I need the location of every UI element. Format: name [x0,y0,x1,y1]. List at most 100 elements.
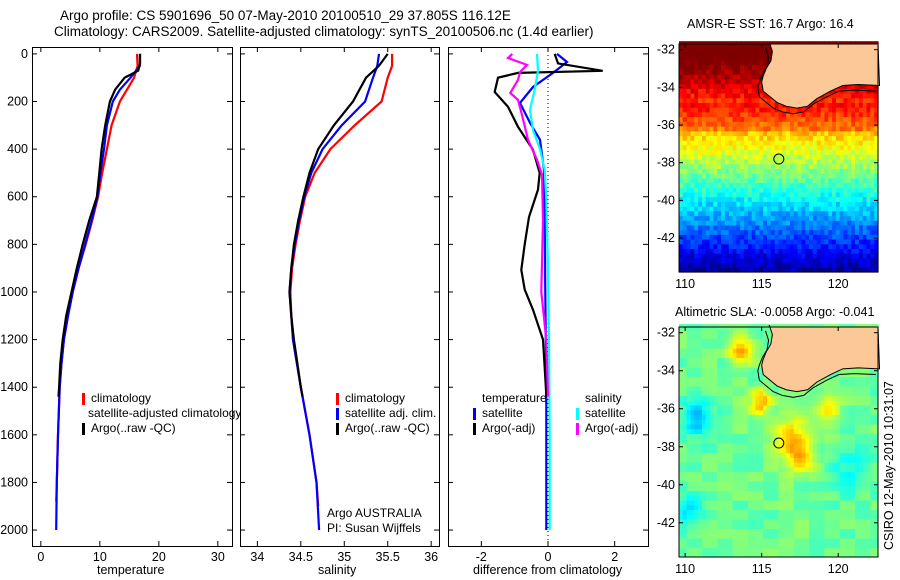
map-cell [790,547,795,553]
map-cell [682,215,688,221]
map-cell [855,542,860,549]
map-cell [705,88,711,94]
map-cell [690,490,695,496]
map-cell [874,130,879,136]
map-cell [755,239,760,245]
map-cell [747,376,753,382]
map-cell [713,542,718,549]
map-cell [816,163,822,169]
map-cell [786,210,791,217]
map-cell [782,419,787,425]
map-cell [786,447,791,454]
map-cell [717,50,722,56]
map-cell [763,187,768,193]
map-cell [728,215,734,221]
map-cell [702,239,707,245]
map-cell [851,476,856,482]
map-cell [774,149,780,155]
map-cell [751,201,757,207]
map-cell [740,414,745,420]
map-cell [797,447,802,454]
map-cell [686,154,692,160]
map-cell [755,352,760,359]
map-cell [682,423,688,430]
map-cell [755,74,760,80]
map-cell [847,144,852,151]
map-cell [724,107,730,113]
map-cell [736,107,741,113]
map-cell [812,177,818,184]
map-cell [755,50,760,56]
map-cell [786,220,791,226]
map-cell [694,362,699,368]
map-cell [705,433,711,439]
map-cell [770,206,776,212]
map-cell [736,64,741,70]
map-cell [702,457,707,463]
map-cell [774,419,780,425]
map-cell [843,107,848,113]
map-cell [824,419,829,425]
map-cell [728,83,734,89]
map-cell [713,504,718,511]
map-cell [721,224,726,231]
map-cell [824,173,829,179]
map-cell [732,158,737,165]
map-cell [724,182,730,188]
map-cell [851,177,856,184]
map-cell [816,177,822,184]
map-cell [793,182,799,188]
map-cell [724,485,730,492]
map-cell [767,173,772,179]
map-cell [820,476,825,482]
map-cell [732,206,737,212]
map-cell [736,55,741,61]
map-cell [713,93,718,99]
map-cell [686,93,692,99]
map-cell [828,149,833,155]
map-cell [690,538,695,544]
map-cell [839,229,845,235]
map-cell [790,177,795,184]
map-cell [828,533,833,539]
map-cell [679,457,684,463]
map-cell [702,347,707,354]
map-cell [790,262,795,268]
map-cell [702,182,707,188]
map-cell [682,177,688,184]
map-cell [728,158,734,165]
map-cell [782,158,787,165]
map-cell [755,88,760,94]
map-cell [847,116,852,122]
map-cell [728,224,734,231]
map-cell [855,485,860,492]
map-cell [835,523,841,530]
map-cell [744,552,749,558]
map-cell [843,130,848,136]
map-cell [835,404,841,411]
map-cell [705,371,711,378]
map-cell [755,443,760,449]
map-cell [786,144,791,151]
map-cell [793,257,799,264]
map-cell [713,552,718,558]
map-cell [713,229,718,235]
map-cell [847,414,852,420]
map-cell [778,234,783,240]
map-cell [679,243,684,249]
map-cell [767,220,772,226]
map-cell [786,116,791,122]
map-cell [705,262,711,268]
map-cell [755,126,760,132]
map-cell [778,206,783,212]
map-cell [724,504,730,511]
map-cell [705,500,711,506]
map-cell [843,224,848,231]
map-cell [832,466,837,473]
map-cell [728,234,734,240]
map-cell [747,347,753,354]
profile-location-marker [773,153,785,165]
map-cell [782,196,787,202]
map-cell [790,126,795,132]
map-cell [751,542,757,549]
